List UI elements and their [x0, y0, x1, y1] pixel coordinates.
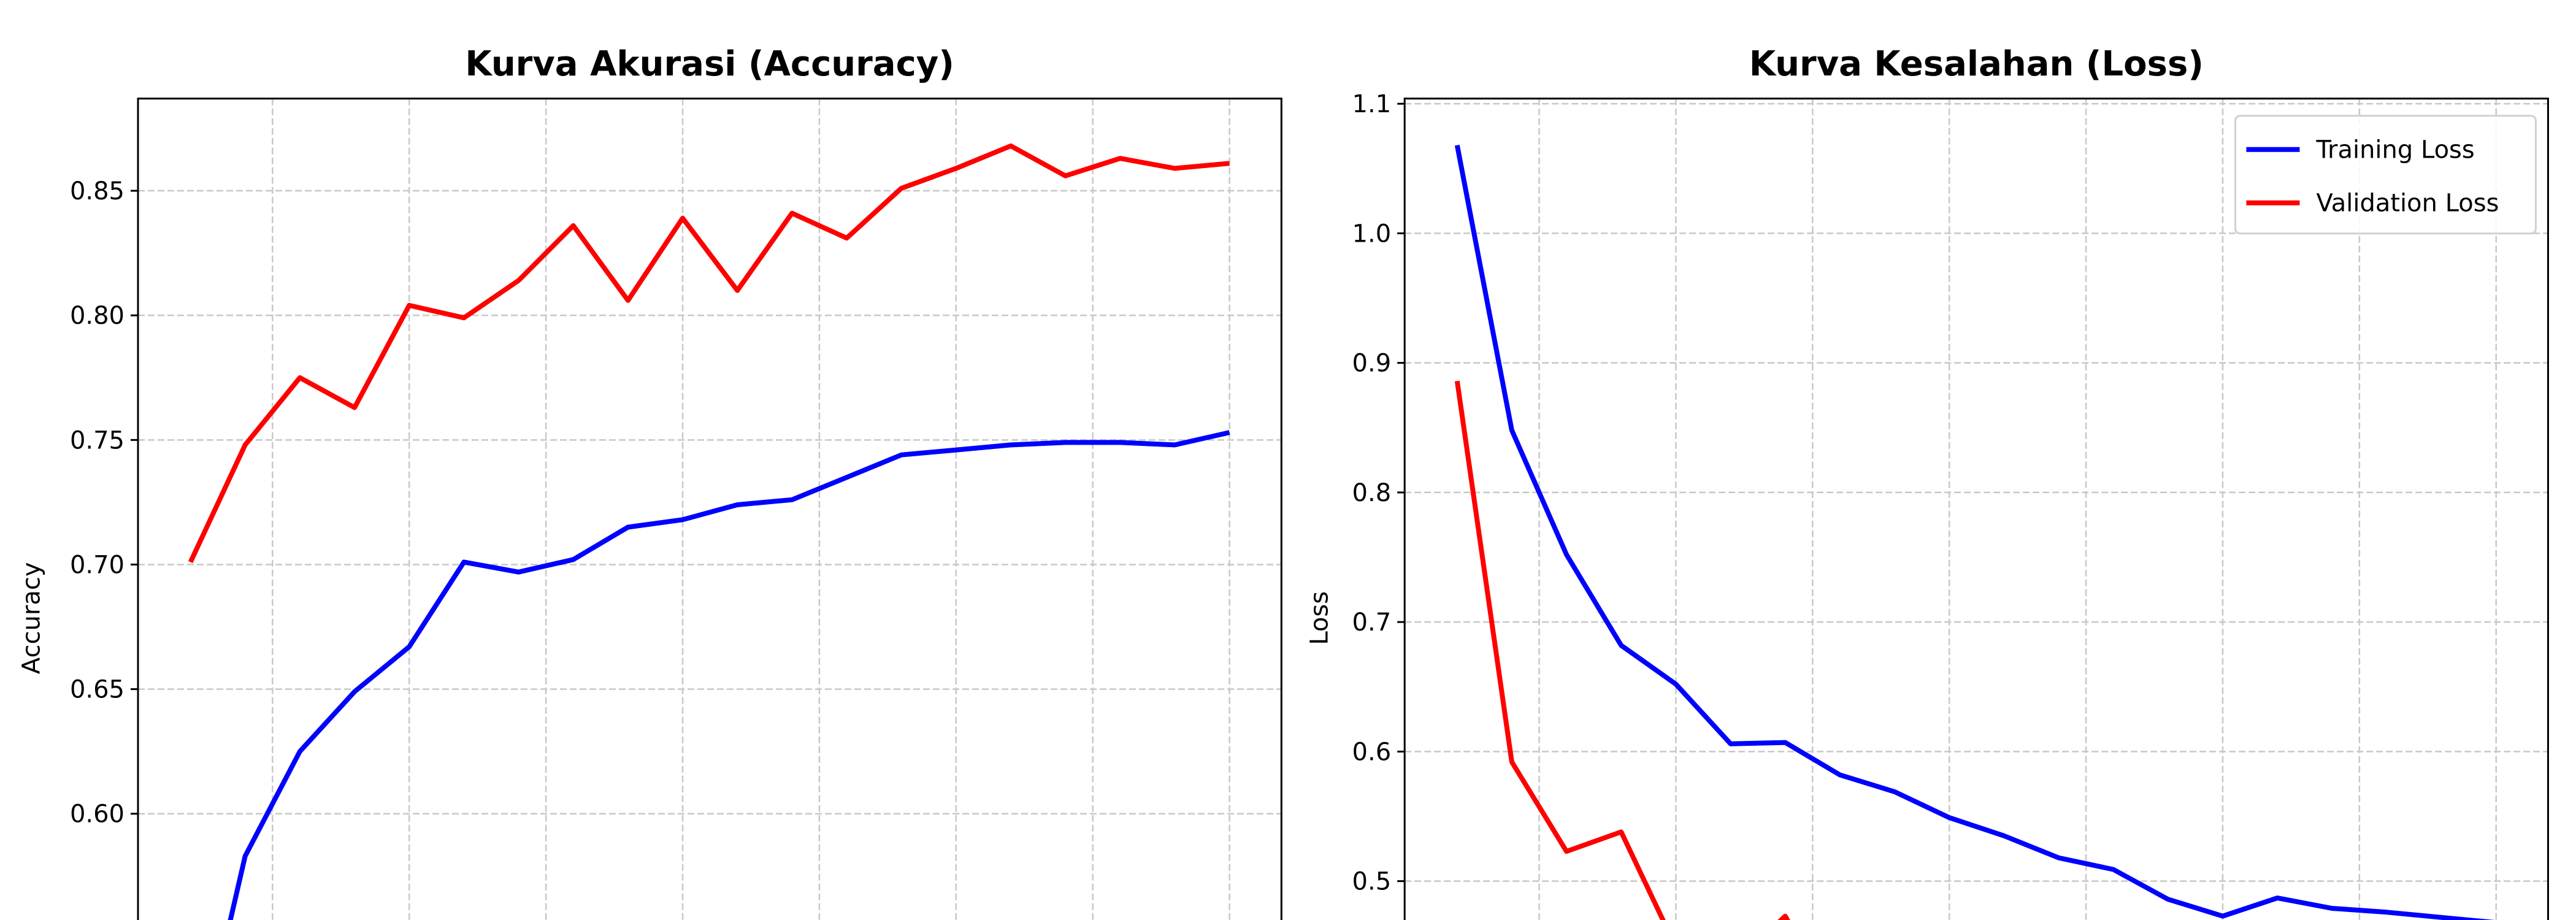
series-line-training-loss — [1454, 145, 2495, 920]
y-tick-label: 1.0 — [1352, 220, 1392, 248]
loss-chart-panel: Kurva Kesalahan (Loss)2.55.07.510.012.51… — [1288, 0, 2576, 920]
loss-chart: Kurva Kesalahan (Loss)2.55.07.510.012.51… — [1305, 44, 2549, 920]
y-tick-label: 0.60 — [70, 800, 125, 829]
y-tick-label: 0.5 — [1352, 868, 1392, 896]
y-axis-label: Loss — [1305, 591, 1333, 645]
accuracy-chart-panel: Kurva Akurasi (Accuracy)2.55.07.510.012.… — [17, 44, 1282, 920]
accuracy-chart: Kurva Akurasi (Accuracy)2.55.07.510.012.… — [17, 44, 1282, 920]
series-line-validation-accuracy — [188, 143, 1230, 564]
chart-title: Kurva Kesalahan (Loss) — [1749, 44, 2204, 84]
plot-frame — [1403, 98, 2549, 920]
y-axis-label: Accuracy — [17, 562, 45, 675]
y-tick-label: 0.8 — [1352, 479, 1392, 507]
y-tick-label: 0.75 — [70, 426, 125, 454]
plot-frame — [137, 98, 1282, 920]
y-tick-label: 0.9 — [1352, 350, 1392, 378]
y-tick-label: 0.65 — [70, 676, 125, 704]
y-tick-label: 0.6 — [1352, 738, 1392, 766]
series-line-validation-loss — [1454, 380, 1790, 920]
y-tick-label: 0.80 — [70, 302, 125, 330]
series-line-training-accuracy — [228, 430, 1230, 920]
y-tick-label: 0.85 — [70, 177, 125, 205]
legend-label: Validation Loss — [2316, 190, 2499, 218]
y-tick-label: 0.7 — [1352, 608, 1392, 637]
legend: Training Loss Validation Loss — [2234, 115, 2537, 235]
y-tick-label: 1.1 — [1352, 90, 1392, 118]
chart-title: Kurva Akurasi (Accuracy) — [465, 44, 954, 84]
legend-label: Training Loss — [2315, 136, 2474, 164]
y-tick-label: 0.70 — [70, 551, 125, 579]
